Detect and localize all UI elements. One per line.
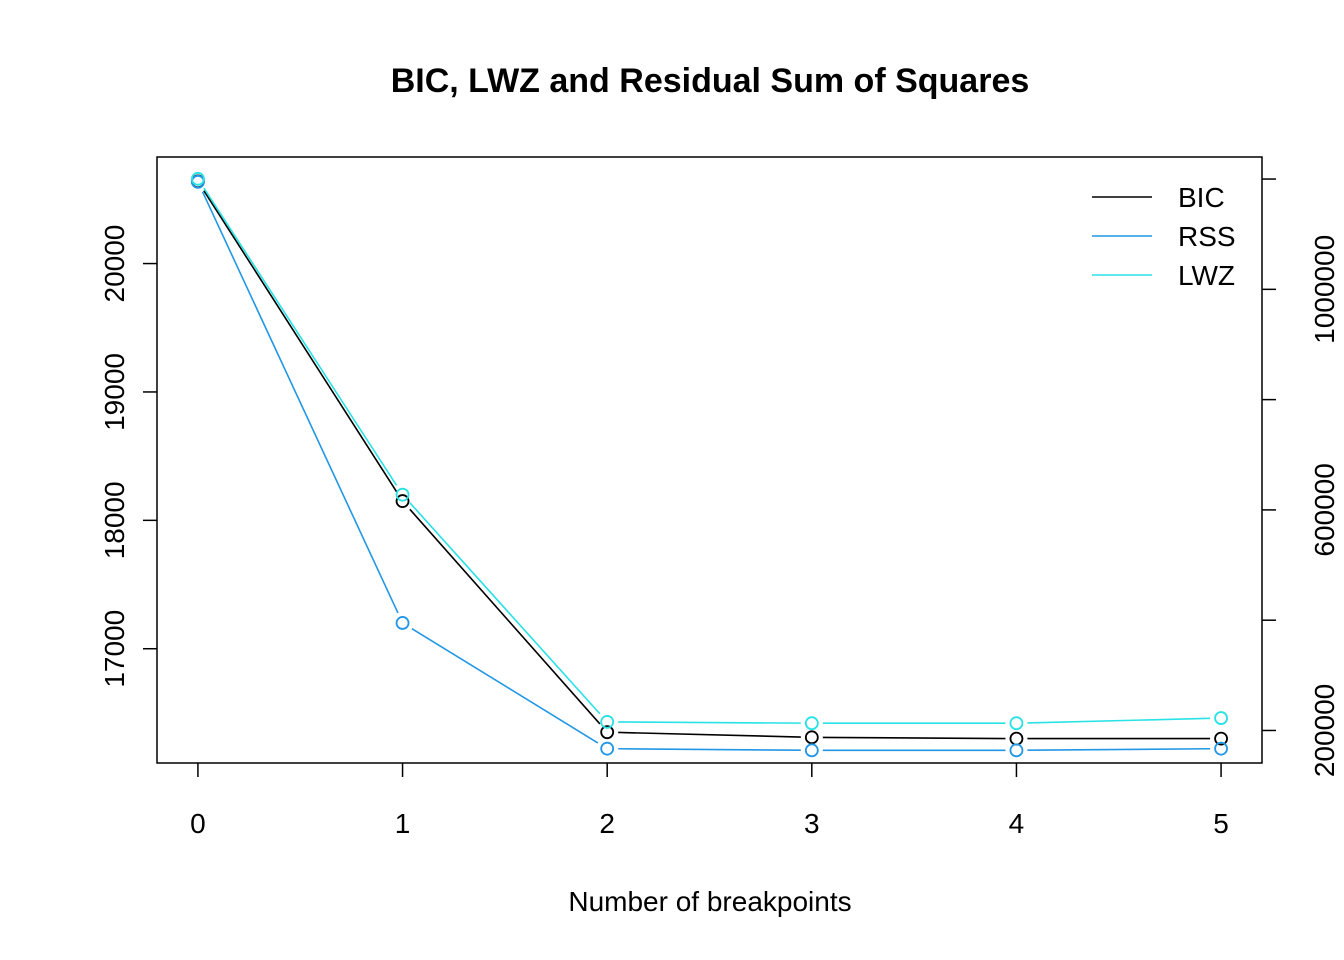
series-segment-lwz bbox=[409, 502, 601, 715]
legend: BIC RSS LWZ bbox=[1092, 182, 1236, 291]
data-point-bic bbox=[395, 494, 410, 508]
series-segment-rss bbox=[411, 628, 599, 744]
series-layer bbox=[191, 171, 1228, 758]
right-y-axis: 200000 600000 1000000 bbox=[1262, 178, 1340, 777]
data-point-rss bbox=[1009, 743, 1024, 758]
x-tick-label: 1 bbox=[395, 808, 411, 839]
x-axis-label: Number of breakpoints bbox=[568, 886, 851, 917]
left-y-tick-label: 17000 bbox=[99, 610, 130, 688]
plot-frame bbox=[156, 156, 1263, 764]
left-y-axis: 17000 18000 19000 20000 bbox=[99, 225, 157, 688]
series-segment-rss bbox=[201, 191, 399, 614]
data-point-rss bbox=[1214, 741, 1228, 756]
series-segment-lwz bbox=[1027, 717, 1211, 724]
data-point-rss bbox=[395, 616, 410, 630]
data-point-lwz bbox=[600, 715, 615, 729]
x-tick-label: 3 bbox=[804, 808, 820, 839]
series-segment-bic bbox=[618, 731, 801, 738]
data-point-lwz bbox=[191, 171, 205, 186]
data-point-rss bbox=[600, 741, 615, 756]
x-tick-label: 4 bbox=[1009, 808, 1025, 839]
data-point-lwz bbox=[804, 716, 819, 731]
x-tick-label: 2 bbox=[599, 808, 615, 839]
right-y-tick-label: 1000000 bbox=[1309, 235, 1340, 344]
data-point-bic bbox=[1009, 731, 1024, 746]
data-point-lwz bbox=[1009, 716, 1024, 731]
right-y-tick-label: 600000 bbox=[1309, 463, 1340, 556]
data-point-bic bbox=[1214, 731, 1228, 746]
series-segment-lwz bbox=[618, 721, 801, 724]
series-segment-rss bbox=[1027, 747, 1211, 752]
data-point-lwz bbox=[1214, 711, 1228, 725]
series-segment-lwz bbox=[203, 187, 398, 486]
x-tick-label: 0 bbox=[190, 808, 206, 839]
x-axis: 0 1 2 3 4 5 bbox=[190, 763, 1229, 839]
right-y-tick-label: 200000 bbox=[1309, 684, 1340, 777]
left-y-tick-label: 20000 bbox=[99, 225, 130, 303]
legend-label-lwz: LWZ bbox=[1178, 260, 1235, 291]
left-y-tick-label: 18000 bbox=[99, 481, 130, 559]
left-y-tick-label: 19000 bbox=[99, 353, 130, 431]
chart-title: BIC, LWZ and Residual Sum of Squares bbox=[391, 62, 1030, 100]
data-point-rss bbox=[804, 743, 819, 758]
data-point-lwz bbox=[395, 487, 410, 502]
data-point-bic bbox=[600, 725, 615, 740]
data-point-bic bbox=[804, 730, 819, 745]
legend-label-bic: BIC bbox=[1178, 182, 1225, 213]
series-segment-bic bbox=[822, 736, 1006, 740]
series-segment-bic bbox=[409, 508, 601, 725]
series-segment-bic bbox=[203, 190, 398, 493]
x-tick-label: 5 bbox=[1213, 808, 1229, 839]
series-segment-rss bbox=[618, 747, 801, 752]
legend-label-rss: RSS bbox=[1178, 221, 1236, 252]
